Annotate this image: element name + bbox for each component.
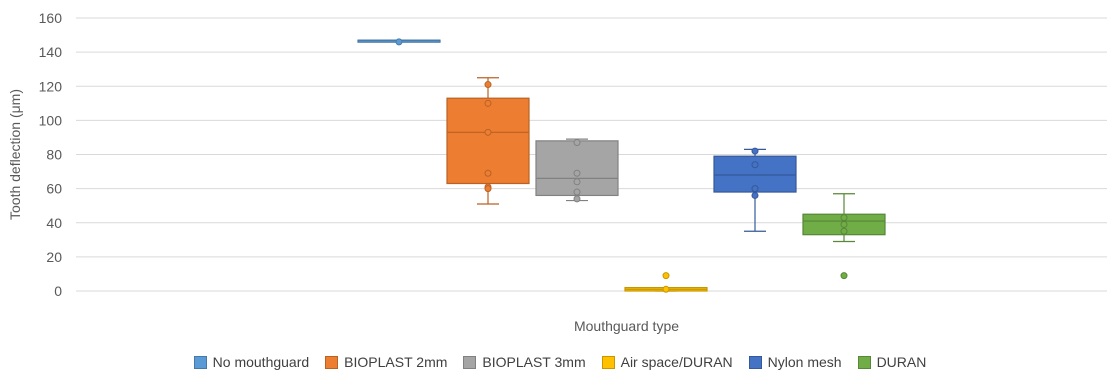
data-point (751, 191, 759, 199)
data-point (484, 169, 492, 177)
data-point (840, 227, 848, 235)
box-bioplast-3mm (535, 140, 619, 197)
data-point (484, 81, 492, 89)
x-axis-label: Mouthguard type (574, 318, 679, 334)
data-point (395, 38, 403, 46)
legend-swatch (325, 355, 339, 369)
data-point (662, 285, 670, 293)
legend-label: DURAN (876, 354, 927, 370)
legend-label: Nylon mesh (767, 354, 842, 370)
data-point (484, 185, 492, 193)
legend-label: No mouthguard (212, 354, 310, 370)
data-point (662, 272, 670, 280)
data-point (573, 188, 581, 196)
data-point (751, 185, 759, 193)
legend-swatch (857, 355, 871, 369)
data-point (751, 147, 759, 155)
y-tick-label: 140 (39, 44, 63, 60)
data-point (751, 161, 759, 169)
legend-label: Air space/DURAN (620, 354, 733, 370)
legend-swatch (748, 355, 762, 369)
data-point (840, 214, 848, 222)
y-tick-label: 80 (46, 147, 62, 163)
y-tick-label: 0 (54, 283, 62, 299)
legend-item: Air space/DURAN (601, 354, 733, 370)
data-point (573, 178, 581, 186)
y-tick-label: 120 (39, 78, 63, 94)
legend: No mouthguard BIOPLAST 2mm BIOPLAST 3mm Air… (0, 354, 1120, 370)
data-point (840, 220, 848, 228)
y-tick-label: 20 (46, 249, 62, 265)
y-tick-label: 100 (39, 112, 63, 128)
legend-swatch (601, 355, 615, 369)
data-point (573, 195, 581, 203)
data-point (573, 169, 581, 177)
legend-item: BIOPLAST 2mm (325, 354, 447, 370)
y-tick-label: 40 (46, 215, 62, 231)
box-plot-chart: 0 20 40 60 80 100 120 140 160 Tooth deflection (μ… (7, 10, 1107, 334)
legend-swatch (463, 355, 477, 369)
data-point (484, 128, 492, 136)
legend-label: BIOPLAST 2mm (344, 354, 448, 370)
legend-item: Nylon mesh (748, 354, 842, 370)
legend-item: No mouthguard (193, 354, 310, 370)
legend-label: BIOPLAST 3mm (482, 354, 586, 370)
legend-item: BIOPLAST 3mm (463, 354, 586, 370)
y-tick-label: 160 (39, 10, 63, 26)
y-tick-label: 60 (46, 181, 62, 197)
data-point (484, 99, 492, 107)
legend-swatch (193, 355, 207, 369)
data-point (573, 139, 581, 147)
y-axis-label: Tooth deflection (μm) (7, 89, 23, 220)
legend-item: DURAN (857, 354, 927, 370)
data-point (840, 272, 848, 280)
